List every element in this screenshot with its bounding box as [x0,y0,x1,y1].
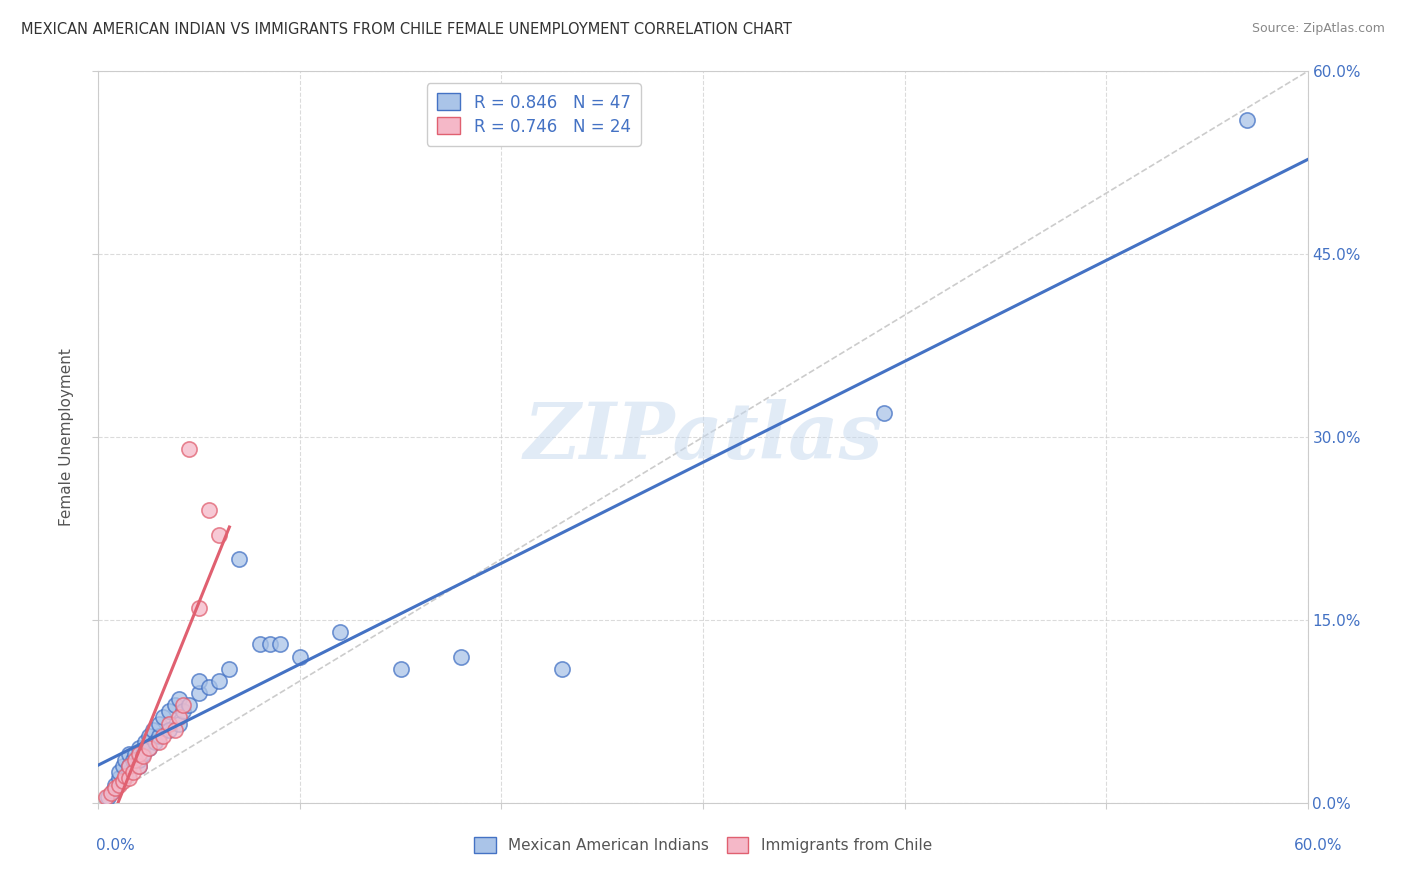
Point [269,637,291,651]
Point [128,753,150,767]
Point [1236,113,1258,128]
Point [121,765,143,780]
Point [143,735,166,749]
Point [103,781,125,796]
Point [138,740,160,755]
Point [142,723,165,737]
Point [167,716,190,731]
Point [138,740,160,755]
Point [198,680,221,694]
Point [163,698,186,713]
Point [121,753,143,767]
Point [157,705,180,719]
Point [152,729,174,743]
Point [167,692,190,706]
Point [179,442,201,457]
Point [157,716,180,731]
Point [118,772,141,786]
Point [167,710,190,724]
Point [188,686,211,700]
Point [111,773,134,788]
Text: Source: ZipAtlas.com: Source: ZipAtlas.com [1251,22,1385,36]
Text: MEXICAN AMERICAN INDIAN VS IMMIGRANTS FROM CHILE FEMALE UNEMPLOYMENT CORRELATION: MEXICAN AMERICAN INDIAN VS IMMIGRANTS FR… [21,22,792,37]
Text: 60.0%: 60.0% [1295,838,1343,854]
Point [163,723,186,737]
Point [208,527,231,541]
Y-axis label: Female Unemployment: Female Unemployment [59,348,75,526]
Point [551,662,574,676]
Legend: Mexican American Indians, Immigrants from Chile: Mexican American Indians, Immigrants fro… [467,830,939,861]
Point [134,735,156,749]
Point [172,698,194,713]
Point [249,637,271,651]
Point [329,625,352,640]
Point [138,729,160,743]
Point [128,759,150,773]
Text: ZIPatlas: ZIPatlas [523,399,883,475]
Point [101,783,124,797]
Text: 0.0%: 0.0% [96,838,135,854]
Point [148,729,170,743]
Point [118,747,141,761]
Point [172,705,194,719]
Point [111,759,134,773]
Point [97,789,120,804]
Point [124,747,146,761]
Point [157,723,180,737]
Point [188,673,211,688]
Point [228,552,250,566]
Point [148,735,170,749]
Point [218,662,240,676]
Point [132,749,155,764]
Point [118,765,141,780]
Point [107,772,129,786]
Point [208,673,231,688]
Point [450,649,472,664]
Point [114,769,136,783]
Point [152,710,174,724]
Point [288,649,311,664]
Point [259,637,281,651]
Point [118,759,141,773]
Point [148,716,170,731]
Point [128,759,150,773]
Point [128,740,150,755]
Point [124,753,146,767]
Point [107,765,129,780]
Point [198,503,221,517]
Point [107,778,129,792]
Point [389,662,412,676]
Point [114,753,136,767]
Point [103,778,125,792]
Point [188,600,211,615]
Point [132,747,155,761]
Point [128,747,150,761]
Point [100,786,122,800]
Point [179,698,201,713]
Point [873,406,896,420]
Point [118,759,141,773]
Point [96,789,118,804]
